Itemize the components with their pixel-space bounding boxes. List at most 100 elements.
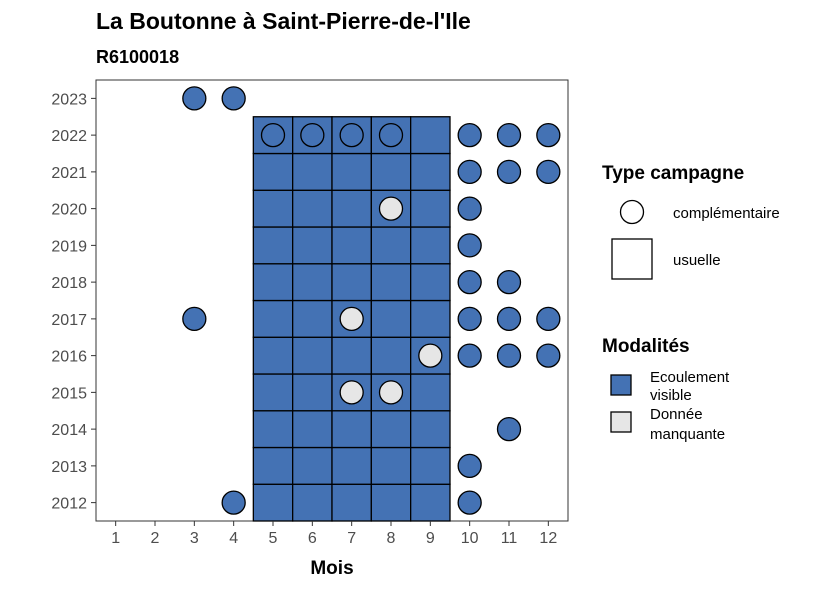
complementaire-point xyxy=(380,124,403,147)
complementaire-point xyxy=(458,307,481,330)
x-tick-label: 5 xyxy=(269,530,278,547)
complementaire-point xyxy=(498,418,521,441)
y-tick-label: 2012 xyxy=(51,496,87,513)
usuelle-tile xyxy=(371,448,410,485)
usuelle-tile xyxy=(411,411,450,448)
usuelle-tile xyxy=(371,411,410,448)
usuelle-tile xyxy=(253,190,292,227)
legend-square-symbol xyxy=(612,239,652,279)
x-tick-label: 11 xyxy=(501,530,518,547)
usuelle-tile xyxy=(371,227,410,264)
x-tick-label: 6 xyxy=(308,530,317,547)
usuelle-tile xyxy=(293,484,332,521)
complementaire-point xyxy=(222,491,245,514)
y-tick-label: 2015 xyxy=(51,385,87,402)
complementaire-point xyxy=(458,271,481,294)
usuelle-tile xyxy=(293,190,332,227)
legend-label-manquante-line2: manquante xyxy=(650,426,725,443)
usuelle-tile xyxy=(332,337,371,374)
legend-label-manquante-line1: Donnée xyxy=(650,406,703,423)
y-axis: 2012 2013 2014 2015 2016 2017 2018 2019 2020 2021… xyxy=(51,91,96,512)
usuelle-tile xyxy=(332,411,371,448)
complementaire-point xyxy=(537,124,560,147)
legend-swatch-ecoulement xyxy=(611,375,631,395)
complementaire-point xyxy=(183,307,206,330)
usuelle-tile xyxy=(371,154,410,191)
y-tick-label: 2017 xyxy=(51,312,87,329)
complementaire-point xyxy=(458,454,481,477)
x-tick-label: 8 xyxy=(387,530,396,547)
complementaire-point xyxy=(458,160,481,183)
y-tick-label: 2019 xyxy=(51,238,87,255)
complementaire-point xyxy=(458,491,481,514)
complementaire-point xyxy=(301,124,324,147)
complementaire-point xyxy=(498,307,521,330)
complementaire-point xyxy=(458,234,481,257)
usuelle-tile xyxy=(411,154,450,191)
usuelle-tile xyxy=(411,484,450,521)
x-axis-title: Mois xyxy=(310,558,353,579)
usuelle-tile xyxy=(253,374,292,411)
usuelle-tile xyxy=(253,227,292,264)
legend-label-ecoulement-line1: Ecoulement xyxy=(650,369,730,386)
complementaire-point xyxy=(222,87,245,110)
x-axis: 1 2 3 4 5 6 7 8 9 10 11 12 xyxy=(111,521,557,547)
y-tick-label: 2023 xyxy=(51,91,87,108)
x-tick-label: 1 xyxy=(111,530,120,547)
y-tick-label: 2014 xyxy=(51,422,87,439)
missing-point xyxy=(419,344,442,367)
usuelle-tile xyxy=(253,484,292,521)
complementaire-point xyxy=(498,160,521,183)
complementaire-point xyxy=(262,124,285,147)
usuelle-tile xyxy=(332,264,371,301)
usuelle-tile xyxy=(253,411,292,448)
usuelle-tile xyxy=(253,337,292,374)
y-tick-label: 2022 xyxy=(51,128,87,145)
usuelle-tile xyxy=(411,301,450,338)
x-tick-label: 7 xyxy=(347,530,356,547)
legend-type-label-complementaire: complémentaire xyxy=(673,205,780,222)
usuelle-tile xyxy=(411,190,450,227)
missing-point xyxy=(380,381,403,404)
legend-type-campagne: Type campagne complémentaire usuelle xyxy=(602,163,780,279)
usuelle-tile xyxy=(253,301,292,338)
complementaire-point xyxy=(537,344,560,367)
usuelle-tile xyxy=(253,154,292,191)
complementaire-point xyxy=(537,160,560,183)
usuelle-tiles xyxy=(253,117,450,521)
y-tick-label: 2013 xyxy=(51,459,87,476)
usuelle-tile xyxy=(332,484,371,521)
usuelle-tile xyxy=(293,411,332,448)
x-tick-label: 3 xyxy=(190,530,199,547)
usuelle-tile xyxy=(253,448,292,485)
complementaire-point xyxy=(498,124,521,147)
usuelle-tile xyxy=(411,264,450,301)
legend-label-ecoulement-line2: visible xyxy=(650,387,692,404)
usuelle-tile xyxy=(293,374,332,411)
chart-title: La Boutonne à Saint-Pierre-de-l'Ile xyxy=(96,8,471,34)
legend-type-title: Type campagne xyxy=(602,163,744,184)
usuelle-tile xyxy=(293,448,332,485)
x-tick-label: 12 xyxy=(539,530,557,547)
complementaire-point xyxy=(537,307,560,330)
usuelle-tile xyxy=(371,484,410,521)
chart-subtitle: R6100018 xyxy=(96,47,179,67)
legend-swatch-manquante xyxy=(611,412,631,432)
complementaire-point xyxy=(498,271,521,294)
usuelle-tile xyxy=(332,190,371,227)
usuelle-tile xyxy=(371,301,410,338)
usuelle-tile xyxy=(293,227,332,264)
usuelle-tile xyxy=(332,448,371,485)
x-tick-label: 2 xyxy=(151,530,160,547)
usuelle-tile xyxy=(293,301,332,338)
y-tick-label: 2021 xyxy=(51,165,87,182)
usuelle-tile xyxy=(411,448,450,485)
legend-circle-symbol xyxy=(621,201,644,224)
usuelle-tile xyxy=(293,337,332,374)
complementaire-point xyxy=(340,124,363,147)
legend-type-label-usuelle: usuelle xyxy=(673,252,721,269)
usuelle-tile xyxy=(332,227,371,264)
complementaire-point xyxy=(498,344,521,367)
usuelle-tile xyxy=(411,227,450,264)
